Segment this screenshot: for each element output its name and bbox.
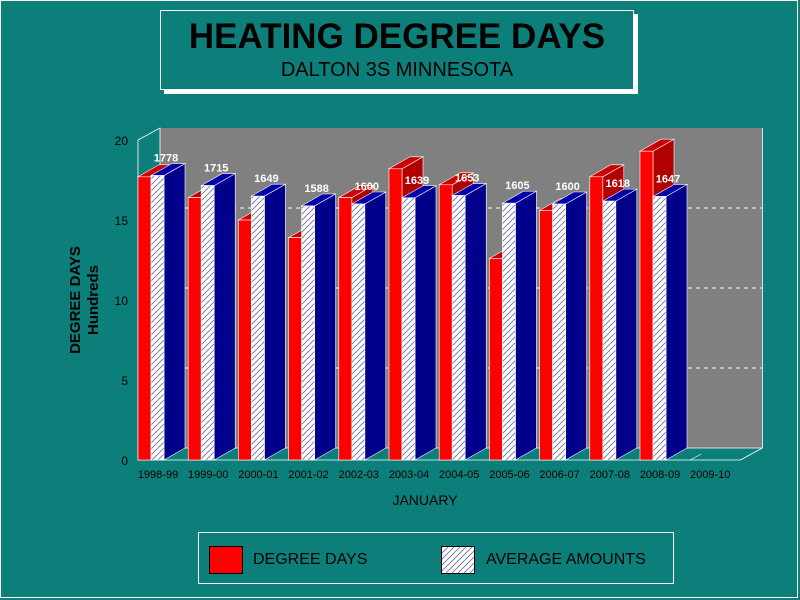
- bar-average-9-side: [615, 188, 638, 461]
- bars: [136, 138, 689, 461]
- data-label-9: 1618: [606, 178, 630, 190]
- y-axis: 0 5 10 15 20: [115, 134, 129, 468]
- data-label-4: 1600: [355, 181, 379, 193]
- bar-average-6-front: [451, 195, 466, 461]
- legend-label-degree-days: DEGREE DAYS: [253, 551, 368, 568]
- bar-degree-days-7-front: [489, 258, 503, 461]
- x-tick-2008-09: 2008-09: [640, 469, 680, 481]
- bar-degree-days-1-front: [187, 197, 202, 461]
- bar-average-4-side: [364, 191, 387, 461]
- y-tick-20: 20: [115, 134, 129, 148]
- data-label-3: 1588: [304, 183, 328, 195]
- bar-degree-days-2-front: [238, 219, 252, 461]
- data-label-8: 1600: [555, 181, 579, 193]
- x-tick-1999-00: 1999-00: [188, 469, 228, 481]
- y-tick-15: 15: [115, 214, 129, 228]
- data-labels: 1778 1715 1649 1588 1600 1639 1653 1605 1600 1618…: [154, 153, 680, 195]
- bar-average-5-front: [401, 197, 416, 461]
- bar-degree-days-5-front: [388, 168, 403, 461]
- bar-average-3-side: [314, 193, 336, 461]
- x-tick-2006-07: 2006-07: [539, 469, 579, 481]
- bar-average-8-front: [552, 203, 566, 461]
- x-tick-2000-01: 2000-01: [238, 469, 278, 481]
- bar-average-7-side: [515, 190, 537, 461]
- x-tick-2005-06: 2005-06: [489, 469, 529, 481]
- bar-degree-days-8-front: [539, 210, 553, 461]
- bar-average-6-side: [464, 183, 487, 461]
- bar-degree-days-4-front: [338, 197, 353, 461]
- x-tick-2001-02: 2001-02: [288, 469, 328, 481]
- data-label-7: 1605: [505, 180, 529, 192]
- data-label-5: 1639: [405, 175, 429, 187]
- bar-average-1-front: [200, 185, 215, 461]
- y-tick-10: 10: [115, 294, 129, 308]
- data-label-10: 1647: [656, 173, 680, 185]
- bar-degree-days-10-front: [639, 150, 654, 461]
- x-axis: 1998-99 1999-00 2000-01 2001-02 2002-03 2003-…: [138, 469, 731, 481]
- floor-tick-12: [740, 453, 752, 461]
- bar-average-7-front: [502, 202, 516, 461]
- title-box: HEATING DEGREE DAYS DALTON 3S MINNESOTA: [160, 10, 634, 90]
- floor-tick-11: [690, 453, 702, 461]
- legend-swatch-degree-days: [209, 546, 243, 574]
- bar-average-1-side: [213, 173, 236, 461]
- x-tick-2002-03: 2002-03: [339, 469, 379, 481]
- bar-average-10-side: [665, 183, 688, 461]
- legend: DEGREE DAYS AVERAGE AMOUNTS: [198, 532, 674, 584]
- bar-degree-days-9-front: [589, 176, 604, 461]
- bar-average-0-side: [163, 163, 186, 461]
- y-tick-0: 0: [121, 454, 128, 468]
- bar-average-2-side: [264, 183, 286, 461]
- bar-average-5-side: [414, 185, 437, 461]
- bar-degree-days-0-front: [137, 176, 152, 461]
- bar-degree-days-3-front: [288, 237, 302, 461]
- bar-degree-days-6-front: [438, 184, 453, 461]
- chart-title: HEATING DEGREE DAYS: [188, 17, 606, 56]
- x-tick-1998-99: 1998-99: [138, 469, 178, 481]
- bar-average-9-front: [602, 200, 617, 461]
- data-label-1: 1715: [204, 163, 228, 175]
- y-tick-5: 5: [121, 374, 128, 388]
- bar-average-3-front: [301, 205, 315, 461]
- data-label-2: 1649: [254, 173, 278, 185]
- x-tick-2003-04: 2003-04: [389, 469, 429, 481]
- y-axis-subtitle: Hundreds: [85, 265, 102, 335]
- x-axis-title: JANUARY: [392, 492, 458, 508]
- bar-average-10-front: [652, 196, 667, 461]
- bar-average-8-side: [565, 191, 587, 461]
- x-tick-2009-10: 2009-10: [690, 469, 730, 481]
- chart-subtitle: DALTON 3S MINNESOTA: [280, 59, 514, 81]
- bar-average-4-front: [351, 203, 366, 461]
- y-axis-title: DEGREE DAYS: [67, 246, 84, 354]
- x-tick-2007-08: 2007-08: [590, 469, 630, 481]
- x-tick-2004-05: 2004-05: [439, 469, 479, 481]
- bar-average-2-front: [251, 195, 265, 461]
- legend-label-average: AVERAGE AMOUNTS: [486, 551, 646, 568]
- data-label-0: 1778: [154, 153, 178, 165]
- legend-swatch-average: [441, 546, 475, 574]
- bar-average-0-front: [150, 175, 165, 461]
- data-label-6: 1653: [455, 173, 479, 185]
